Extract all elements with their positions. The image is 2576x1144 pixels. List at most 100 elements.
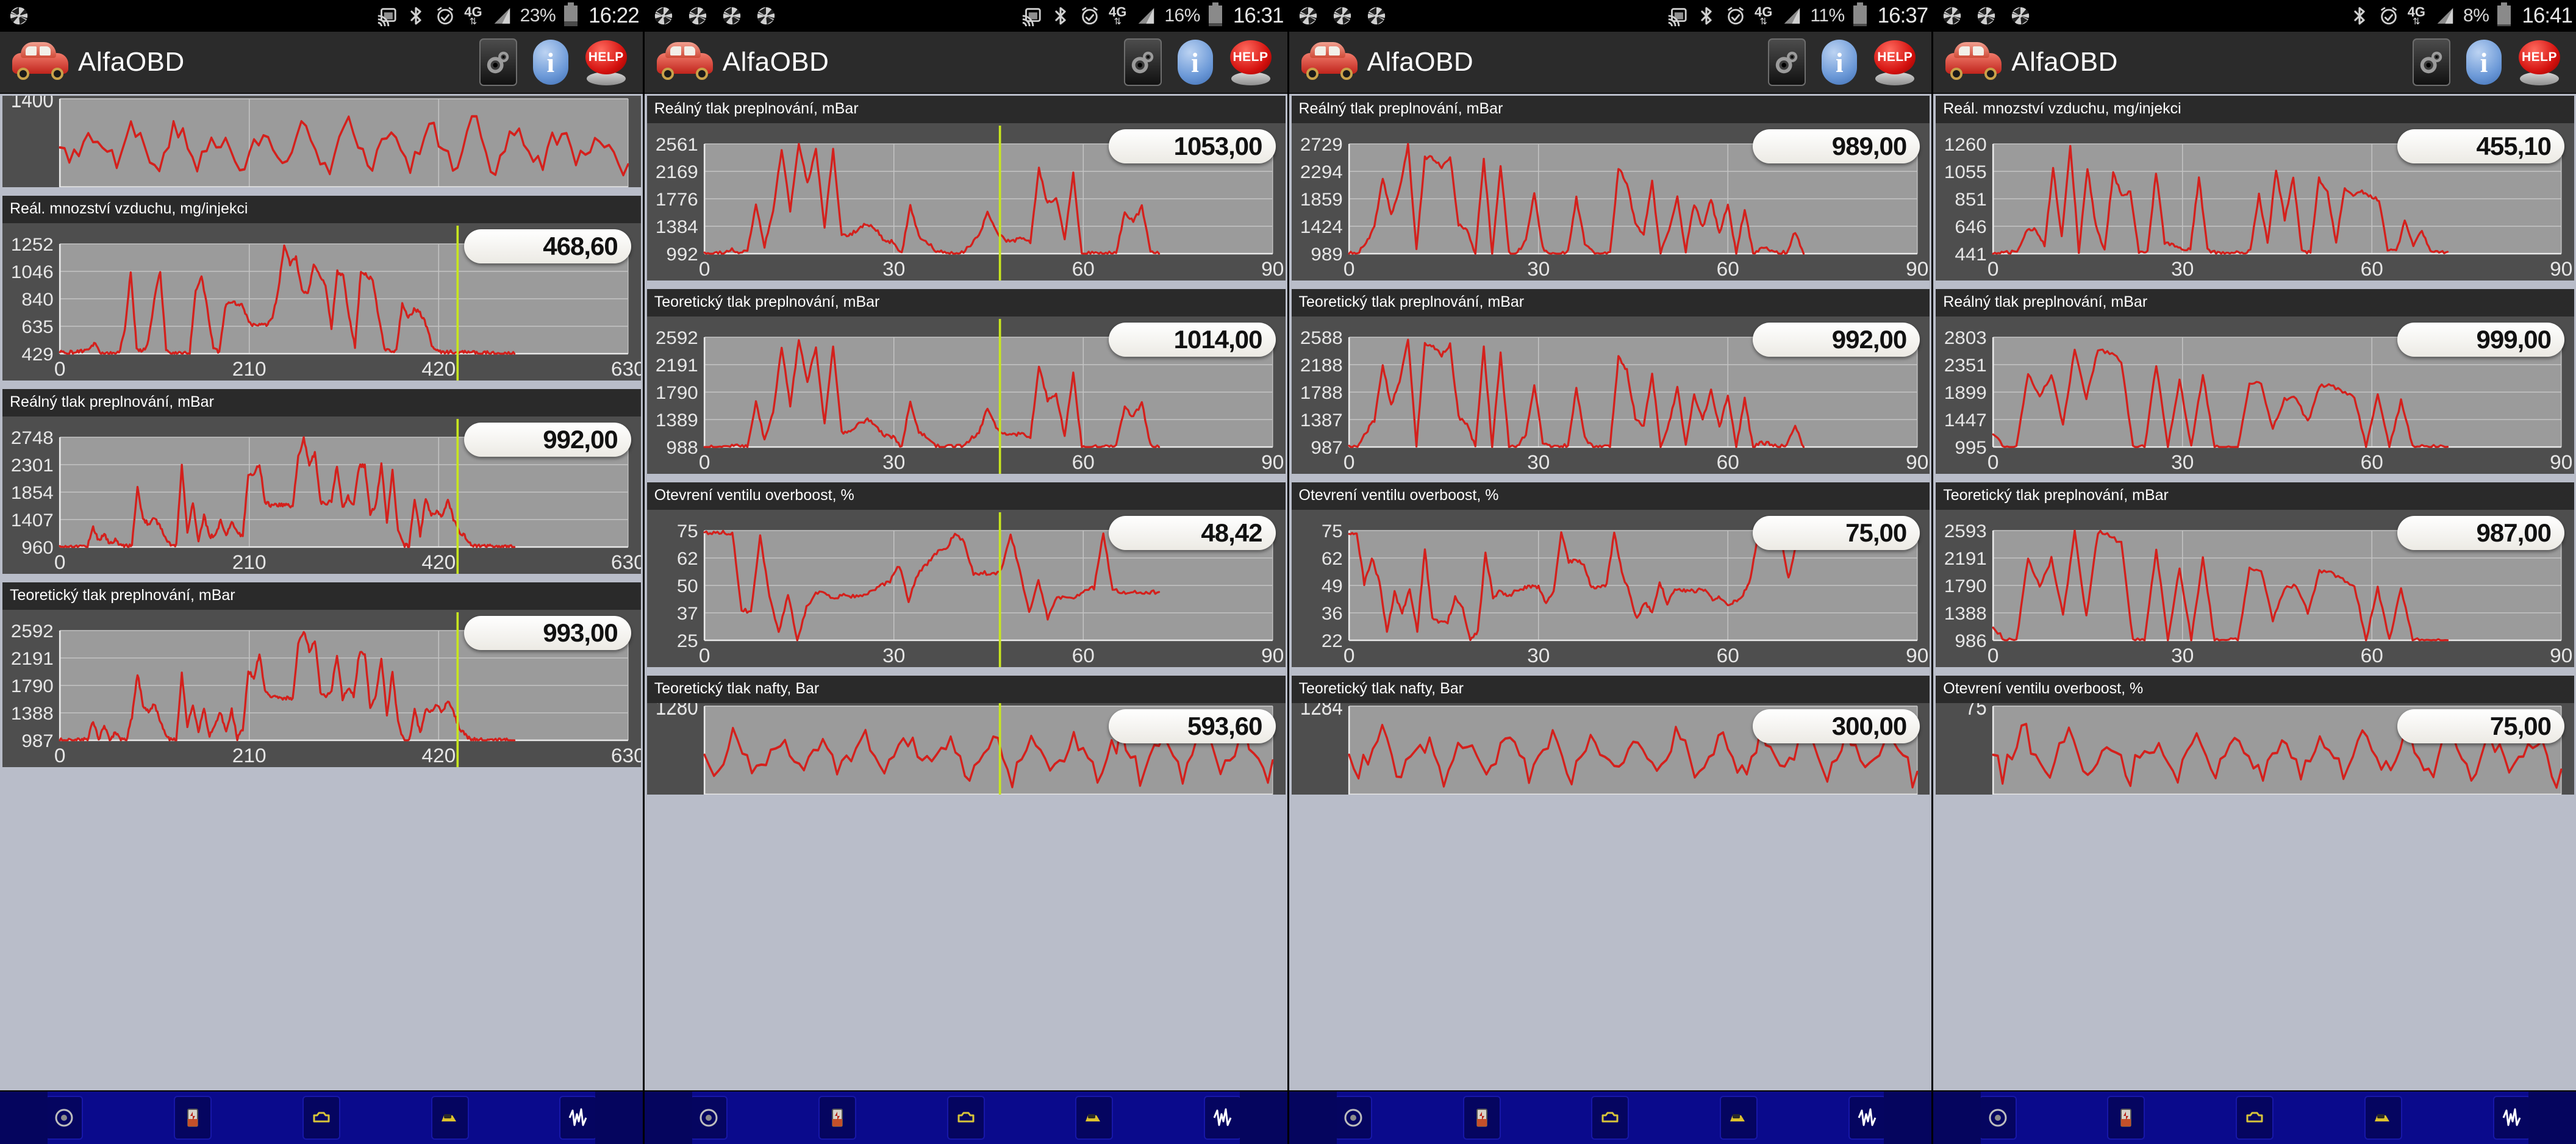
info-button[interactable]: i — [532, 40, 568, 85]
bottom-dock[interactable] — [1289, 1090, 1932, 1144]
bottom-dock[interactable] — [644, 1090, 1287, 1144]
gauge-plot[interactable]: 75 62 49 36 22 0 30 60 90 75,00 — [1291, 510, 1930, 667]
dock-waveform-icon[interactable] — [1803, 1092, 1932, 1144]
gauge-plot[interactable]: 2729 2294 1859 1424 989 0 30 60 90 989,00 — [1291, 123, 1930, 281]
phone-screenshot-2: 4G ⇅ 16% 16:31 AlfaOBD i HELP Reál — [642, 0, 1287, 1144]
gauge-card[interactable]: Teoretický tlak preplnování, mBar 2592 21… — [0, 581, 643, 769]
svg-text:75: 75 — [1966, 703, 1987, 720]
help-button[interactable]: HELP — [1873, 39, 1917, 85]
svg-text:90: 90 — [2550, 451, 2572, 473]
gauge-card[interactable]: Otevrení ventilu overboost, % 75 62 49 36 22… — [1289, 481, 1932, 669]
engine-icon — [957, 1112, 975, 1123]
help-button[interactable]: HELP — [584, 39, 628, 85]
settings-button[interactable] — [1768, 38, 1806, 86]
gauge-readout: 987,00 — [2397, 516, 2564, 550]
gauge-card[interactable]: Reál. mnozství vzduchu, mg/injekci 1252 1… — [0, 194, 643, 382]
svg-text:0: 0 — [1343, 258, 1354, 280]
app-bar: AlfaOBD i HELP — [644, 32, 1287, 94]
dock-radio-icon[interactable] — [1289, 1092, 1418, 1144]
gauge-card[interactable]: Teoretický tlak nafty, Bar 1284 300,00 — [1289, 674, 1932, 796]
gauge-title: Teoretický tlak preplnování, mBar — [646, 289, 1286, 316]
svg-text:1388: 1388 — [11, 703, 54, 724]
gauge-list[interactable]: Reál. mnozství vzduchu, mg/injekci 1260 1… — [1933, 94, 2576, 1144]
dock-battery-icon[interactable] — [129, 1092, 257, 1144]
gauge-list[interactable]: 1400 Reál. mnozství vzduchu, mg/injekci … — [0, 94, 643, 1144]
gauge-card[interactable]: Teoretický tlak nafty, Bar 1280 593,60 — [644, 674, 1287, 796]
battery-percent-label: 23% — [520, 5, 556, 26]
gauge-card[interactable]: Reálný tlak preplnování, mBar 2748 2301 18… — [0, 387, 643, 576]
gauge-plot[interactable]: 75 62 50 37 25 0 30 60 90 48,42 — [646, 510, 1286, 667]
dock-engine-icon[interactable] — [901, 1092, 1030, 1144]
settings-button[interactable] — [2413, 38, 2450, 86]
gauge-card[interactable]: Reálný tlak preplnování, mBar 2803 2351 18… — [1933, 287, 2576, 476]
info-button[interactable]: i — [2466, 40, 2502, 85]
gauge-card[interactable]: Reálný tlak preplnování, mBar 2561 2169 17… — [644, 94, 1287, 282]
gauge-plot[interactable]: 75 75,00 — [1936, 703, 2574, 795]
dock-battery-icon[interactable] — [773, 1092, 902, 1144]
gauge-card[interactable]: Reál. mnozství vzduchu, mg/injekci 1260 1… — [1933, 94, 2576, 282]
gauge-title: Teoretický tlak nafty, Bar — [1291, 676, 1930, 703]
dock-car-icon[interactable] — [1030, 1092, 1159, 1144]
gauge-plot[interactable]: 2592 2191 1790 1389 988 0 30 60 90 1014,00 — [646, 316, 1286, 474]
svg-text:1284: 1284 — [1300, 703, 1342, 720]
svg-text:1790: 1790 — [656, 382, 698, 403]
help-icon-label: HELP — [588, 50, 624, 64]
gauge-list[interactable]: Reálný tlak preplnování, mBar 2729 2294 18… — [1289, 94, 1932, 1144]
dock-battery-icon[interactable] — [1417, 1092, 1546, 1144]
svg-text:987: 987 — [1311, 437, 1342, 458]
gauge-plot[interactable]: 1284 300,00 — [1291, 703, 1930, 795]
info-button[interactable]: i — [1177, 40, 1213, 85]
gauge-list[interactable]: Reálný tlak preplnování, mBar 2561 2169 17… — [644, 94, 1287, 1144]
gauge-plot[interactable]: 2561 2169 1776 1384 992 0 30 60 90 1053,00 — [646, 123, 1286, 281]
dock-engine-icon[interactable] — [2191, 1092, 2319, 1144]
gauge-title: Teoretický tlak preplnování, mBar — [1936, 482, 2574, 510]
gauge-card[interactable]: Otevrení ventilu overboost, % 75 62 50 37 25… — [644, 481, 1287, 669]
aperture-icon — [1367, 7, 1385, 25]
settings-button[interactable] — [479, 38, 517, 86]
dock-engine-icon[interactable] — [257, 1092, 386, 1144]
gauge-readout: 1014,00 — [1108, 323, 1276, 357]
dock-engine-icon[interactable] — [1546, 1092, 1675, 1144]
gauge-plot[interactable]: 1260 1055 851 646 441 0 30 60 90 455,10 — [1936, 123, 2574, 281]
dock-waveform-icon[interactable] — [2447, 1092, 2576, 1144]
settings-button[interactable] — [1123, 38, 1162, 86]
svg-text:90: 90 — [1261, 451, 1284, 473]
svg-text:1859: 1859 — [1300, 189, 1342, 210]
dock-battery-icon[interactable] — [2062, 1092, 2191, 1144]
gauge-card[interactable]: Otevrení ventilu overboost, % 75 75,00 — [1933, 674, 2576, 796]
dock-car-icon[interactable] — [1675, 1092, 1803, 1144]
svg-text:22: 22 — [1321, 631, 1342, 651]
svg-text:2191: 2191 — [656, 355, 698, 376]
help-button[interactable]: HELP — [1229, 39, 1273, 85]
gauge-plot[interactable]: 1280 593,60 — [646, 703, 1286, 795]
aperture-icon — [654, 7, 672, 25]
gauge-card[interactable]: Teoretický tlak preplnování, mBar 2592 21… — [644, 287, 1287, 476]
dock-radio-icon[interactable] — [1933, 1092, 2062, 1144]
svg-text:420: 420 — [421, 358, 456, 380]
gauge-card[interactable]: Teoretický tlak preplnování, mBar 2588 21… — [1289, 287, 1932, 476]
app-bar: AlfaOBD i HELP — [1289, 32, 1932, 94]
gauge-plot[interactable]: 2593 2191 1790 1388 986 0 30 60 90 987,00 — [1936, 510, 2574, 667]
help-button[interactable]: HELP — [2517, 39, 2561, 85]
info-button[interactable]: i — [1822, 40, 1858, 85]
gauge-card[interactable]: 1400 — [0, 94, 643, 189]
bottom-dock[interactable] — [1933, 1090, 2576, 1144]
gauge-plot[interactable]: 2588 2188 1788 1387 987 0 30 60 90 992,00 — [1291, 316, 1930, 474]
speaker-icon — [55, 1109, 73, 1127]
gauge-title: Teoretický tlak nafty, Bar — [646, 676, 1286, 703]
bottom-dock[interactable] — [0, 1090, 643, 1144]
svg-text:60: 60 — [1716, 645, 1739, 667]
svg-text:60: 60 — [1072, 645, 1094, 667]
dock-car-icon[interactable] — [385, 1092, 514, 1144]
gauge-plot[interactable]: 1400 — [2, 96, 641, 187]
dock-radio-icon[interactable] — [645, 1092, 773, 1144]
chart-canvas: 1400 — [11, 96, 629, 187]
gauge-plot[interactable]: 2803 2351 1899 1447 995 0 30 60 90 999,00 — [1936, 316, 2574, 474]
alarm-icon — [1728, 7, 1744, 25]
dock-car-icon[interactable] — [2319, 1092, 2448, 1144]
gauge-card[interactable]: Reálný tlak preplnování, mBar 2729 2294 18… — [1289, 94, 1932, 282]
gauge-card[interactable]: Teoretický tlak preplnování, mBar 2593 21… — [1933, 481, 2576, 669]
